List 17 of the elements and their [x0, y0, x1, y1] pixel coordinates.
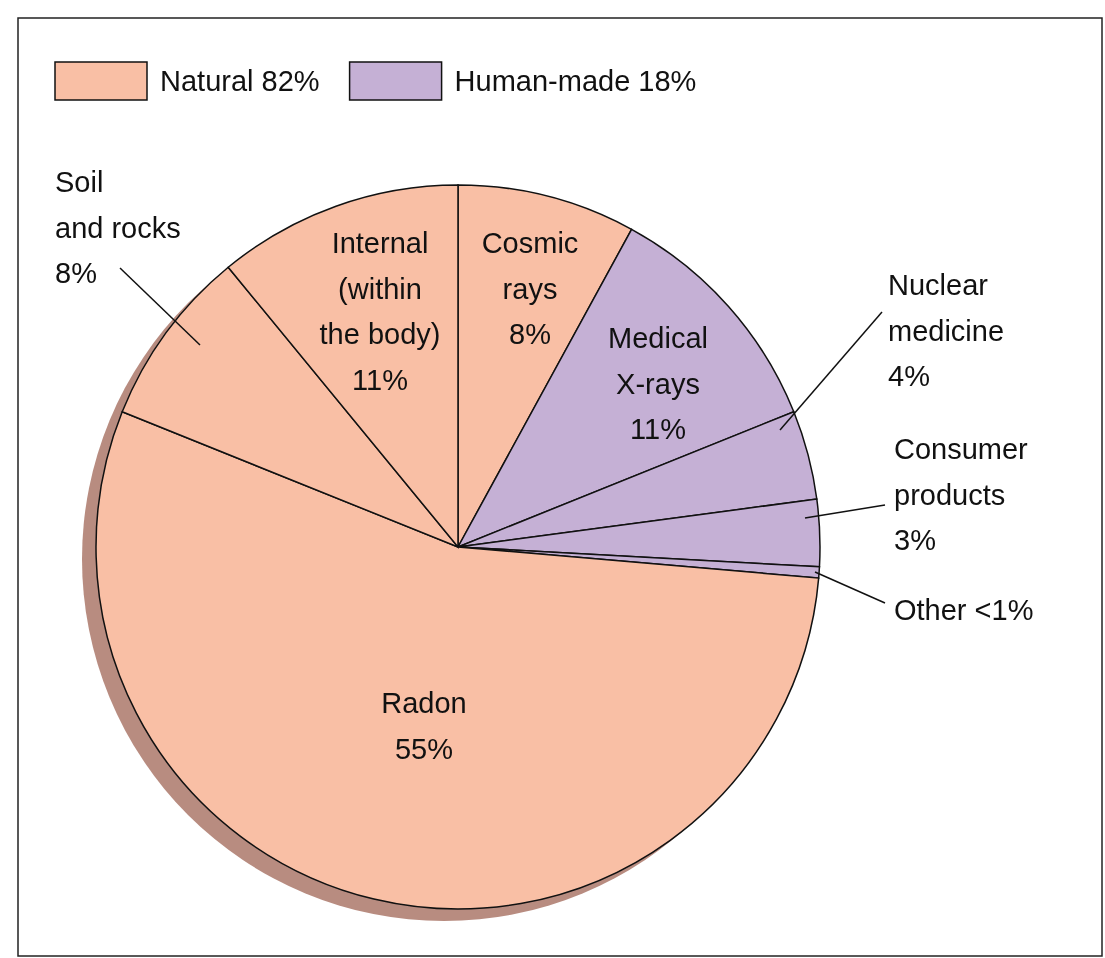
data-label: 8%	[55, 257, 97, 289]
slice-label: Medical X-rays	[608, 322, 708, 400]
slice-label: Internal (within the body)	[319, 227, 441, 350]
data-label: 11%	[352, 363, 408, 396]
data-label: 8%	[509, 318, 551, 350]
slice-label: Radon	[381, 687, 467, 719]
text: Human-made 18%	[454, 65, 697, 97]
slice-label: Soil and rocks	[55, 166, 181, 244]
data-label: 11%	[630, 413, 686, 445]
data-label: 55%	[394, 732, 454, 765]
slice-label: Nuclear medicine	[888, 269, 1005, 347]
text: Natural 82%	[160, 65, 320, 97]
slice-label: Consumer products	[894, 433, 1029, 511]
data-label: 4%	[888, 360, 930, 392]
slice-label: Other <1%	[894, 594, 1034, 626]
data-label: 3%	[894, 524, 936, 556]
slice-label: Cosmic rays	[481, 227, 579, 305]
